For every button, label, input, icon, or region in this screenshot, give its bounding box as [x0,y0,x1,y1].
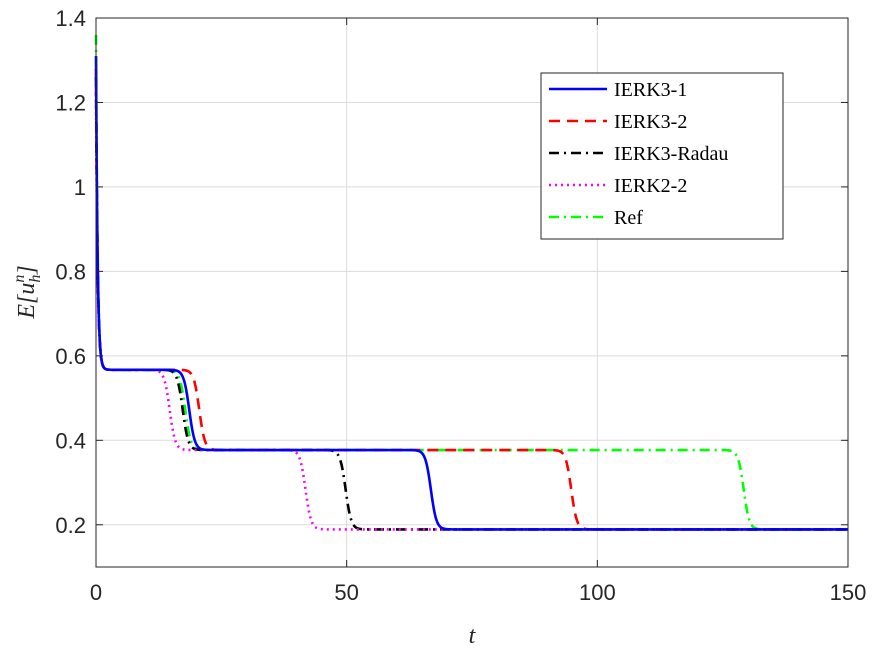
y-tick-label: 0.6 [55,344,86,369]
x-axis-label: t [469,623,477,649]
plot-frame [95,17,849,568]
y-axis-label-sup: n [11,275,28,283]
y-axis-label-sub: h [27,275,44,283]
y-tick-label: 0.2 [55,513,86,538]
legend-box [540,72,784,240]
legend-entry: Ref [614,207,643,229]
x-tick-label: 150 [830,580,867,605]
y-tick-label: 0.8 [55,259,86,284]
series-line-ierk3-1 [94,56,850,531]
y-tick-label: 1 [74,175,86,200]
legend-entry: IERK3-1 [614,79,687,101]
ticks [95,17,849,567]
legend-entry: IERK2-2 [614,175,687,197]
tick-labels: 0 50 100 150 0.2 0.4 0.6 0.8 1 1.2 1.4 [55,6,866,605]
y-tick-label: 0.4 [55,428,86,453]
x-tick-label: 0 [90,580,102,605]
legend-entry: IERK3-Radau [614,143,728,165]
series-lines [94,34,850,531]
y-axis-label: E[uhn] [11,265,44,319]
x-tick-label: 100 [579,580,616,605]
x-tick-label: 50 [334,580,358,605]
y-axis-label-base: E[u [14,283,40,320]
y-axis-label-close: ] [14,265,40,275]
legend: IERK3-1 IERK3-2 IERK3-Radau IERK2-2 Ref [540,72,784,240]
y-tick-label: 1.4 [55,6,86,31]
y-tick-label: 1.2 [55,90,86,115]
legend-entry: IERK3-2 [614,111,687,133]
